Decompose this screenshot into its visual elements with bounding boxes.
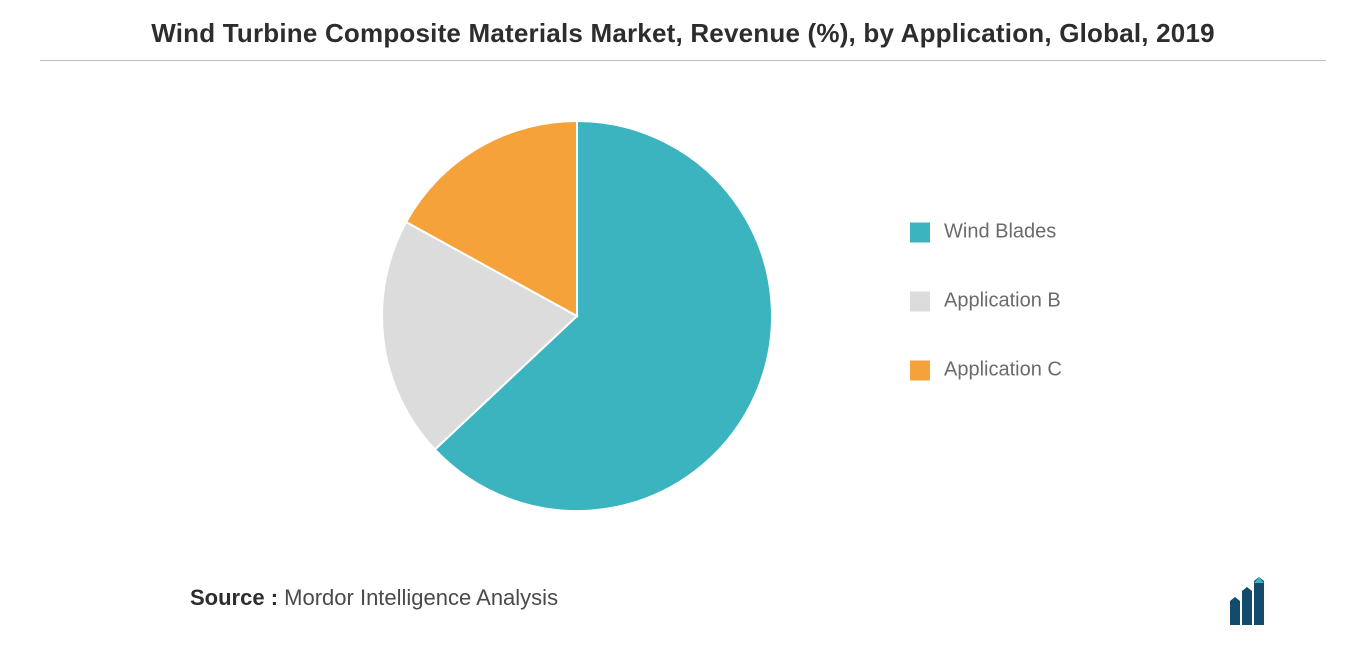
legend-label: Wind Blades	[944, 221, 1056, 244]
brand-logo	[1228, 577, 1306, 625]
legend-swatch	[910, 360, 930, 380]
legend-label: Application C	[944, 359, 1062, 382]
pie-chart	[380, 119, 774, 513]
legend-item: Application C	[910, 359, 1062, 382]
chart-area: Wind Blades Application B Application C	[40, 61, 1326, 541]
source-label: Source :	[190, 585, 278, 610]
legend-label: Application B	[944, 290, 1061, 313]
source-line: Source : Mordor Intelligence Analysis	[190, 585, 558, 611]
legend-item: Wind Blades	[910, 221, 1062, 244]
legend-item: Application B	[910, 290, 1062, 313]
source-text: Mordor Intelligence Analysis	[284, 585, 558, 610]
legend-swatch	[910, 222, 930, 242]
chart-title: Wind Turbine Composite Materials Market,…	[40, 18, 1326, 49]
legend: Wind Blades Application B Application C	[910, 221, 1062, 382]
legend-swatch	[910, 291, 930, 311]
